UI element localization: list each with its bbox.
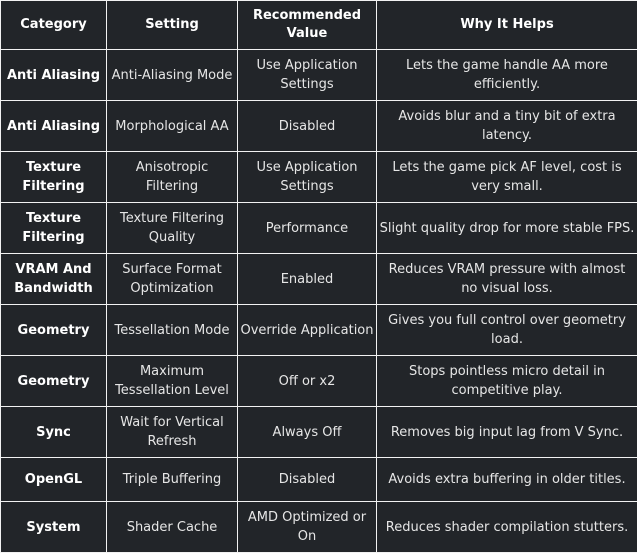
why-cell: Lets the game handle AA more efficiently… (377, 50, 637, 101)
setting-cell: Maximum Tessellation Level (107, 356, 238, 407)
setting-cell: Texture Filtering Quality (107, 203, 238, 254)
table-row: Texture Filtering Anisotropic Filtering … (1, 152, 637, 203)
category-cell: Texture Filtering (1, 203, 107, 254)
category-cell: System (1, 502, 107, 553)
category-cell: Geometry (1, 305, 107, 356)
value-cell: Disabled (238, 458, 377, 502)
value-cell: Use Application Settings (238, 50, 377, 101)
setting-cell: Wait for Vertical Refresh (107, 407, 238, 458)
table-row: System Shader Cache AMD Optimized or On … (1, 502, 637, 553)
table-row: VRAM And Bandwidth Surface Format Optimi… (1, 254, 637, 305)
value-cell: AMD Optimized or On (238, 502, 377, 553)
why-cell: Avoids extra buffering in older titles. (377, 458, 637, 502)
setting-cell: Surface Format Optimization (107, 254, 238, 305)
table-header-row: Category Setting Recommended Value Why I… (1, 1, 637, 50)
why-cell: Gives you full control over geometry loa… (377, 305, 637, 356)
table-row: Texture Filtering Texture Filtering Qual… (1, 203, 637, 254)
setting-cell: Shader Cache (107, 502, 238, 553)
table-row: Anti Aliasing Morphological AA Disabled … (1, 101, 637, 152)
category-cell: VRAM And Bandwidth (1, 254, 107, 305)
setting-cell: Morphological AA (107, 101, 238, 152)
value-cell: Disabled (238, 101, 377, 152)
category-cell: Geometry (1, 356, 107, 407)
table-row: Geometry Tessellation Mode Override Appl… (1, 305, 637, 356)
setting-cell: Anti-Aliasing Mode (107, 50, 238, 101)
category-cell: Texture Filtering (1, 152, 107, 203)
why-cell: Reduces VRAM pressure with almost no vis… (377, 254, 637, 305)
why-cell: Avoids blur and a tiny bit of extra late… (377, 101, 637, 152)
header-setting: Setting (107, 1, 238, 50)
header-recommended-value: Recommended Value (238, 1, 377, 50)
table-row: Anti Aliasing Anti-Aliasing Mode Use App… (1, 50, 637, 101)
header-category: Category (1, 1, 107, 50)
value-cell: Override Application (238, 305, 377, 356)
setting-cell: Tessellation Mode (107, 305, 238, 356)
setting-cell: Anisotropic Filtering (107, 152, 238, 203)
table-row: Sync Wait for Vertical Refresh Always Of… (1, 407, 637, 458)
category-cell: Sync (1, 407, 107, 458)
value-cell: Enabled (238, 254, 377, 305)
category-cell: OpenGL (1, 458, 107, 502)
why-cell: Lets the game pick AF level, cost is ver… (377, 152, 637, 203)
value-cell: Use Application Settings (238, 152, 377, 203)
category-cell: Anti Aliasing (1, 101, 107, 152)
why-cell: Reduces shader compilation stutters. (377, 502, 637, 553)
value-cell: Always Off (238, 407, 377, 458)
table-row: Geometry Maximum Tessellation Level Off … (1, 356, 637, 407)
value-cell: Performance (238, 203, 377, 254)
table-row: OpenGL Triple Buffering Disabled Avoids … (1, 458, 637, 502)
why-cell: Slight quality drop for more stable FPS. (377, 203, 637, 254)
value-cell: Off or x2 (238, 356, 377, 407)
setting-cell: Triple Buffering (107, 458, 238, 502)
why-cell: Removes big input lag from V Sync. (377, 407, 637, 458)
category-cell: Anti Aliasing (1, 50, 107, 101)
why-cell: Stops pointless micro detail in competit… (377, 356, 637, 407)
header-why-it-helps: Why It Helps (377, 1, 637, 50)
